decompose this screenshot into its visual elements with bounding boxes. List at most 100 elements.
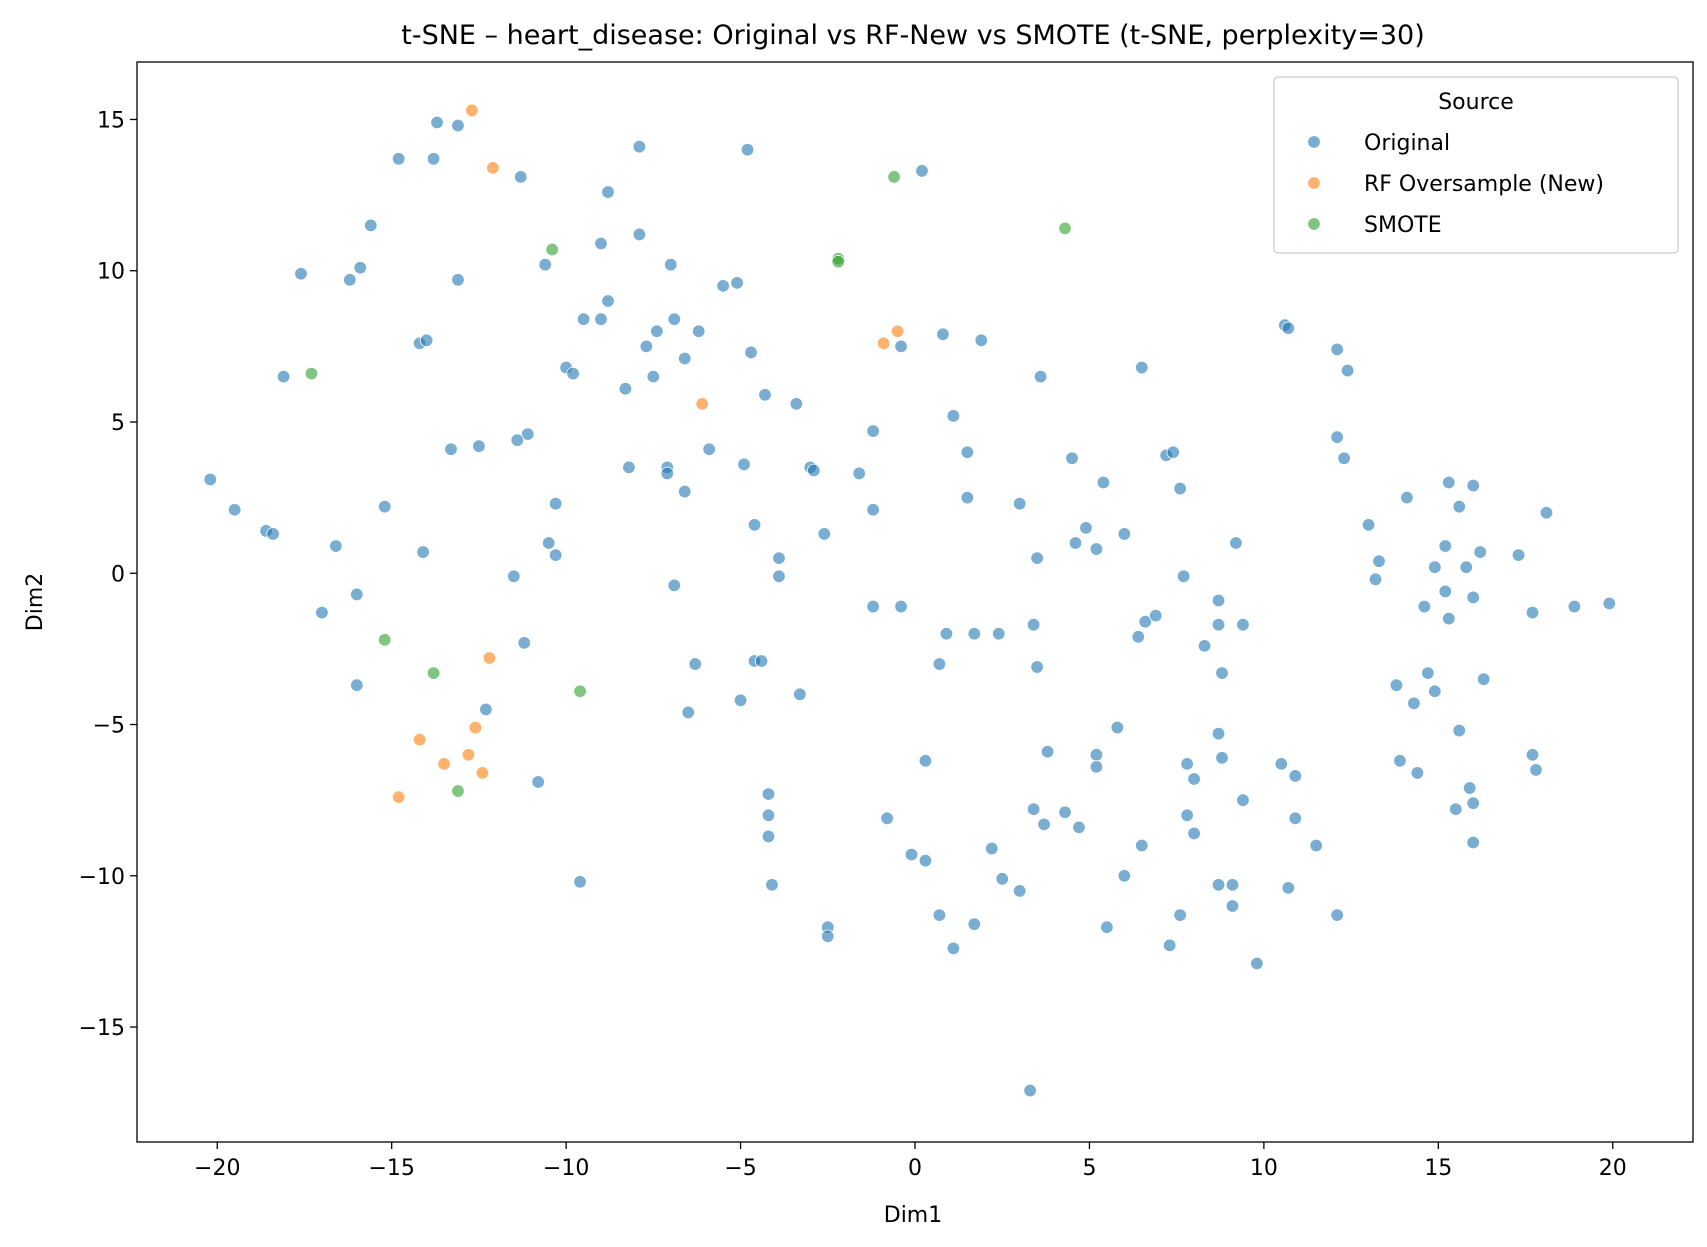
point-original xyxy=(664,257,678,272)
point-original xyxy=(350,678,364,692)
legend-label-rf-oversample-new: RF Oversample (New) xyxy=(1364,172,1604,197)
point-original xyxy=(1197,639,1212,653)
point-original xyxy=(1449,802,1463,816)
x-tick-label: −5 xyxy=(724,1156,756,1181)
point-original xyxy=(1288,769,1302,783)
point-original xyxy=(1180,757,1194,771)
point-original xyxy=(350,587,364,602)
point-original xyxy=(744,345,758,360)
point-original xyxy=(1065,451,1079,466)
point-original xyxy=(1110,720,1125,735)
point-original xyxy=(1236,617,1250,632)
point-rf-oversample-new xyxy=(475,766,490,780)
point-smote xyxy=(887,170,901,184)
point-original xyxy=(541,536,556,550)
point-smote xyxy=(831,254,845,269)
point-original xyxy=(1417,599,1432,614)
point-original xyxy=(1138,614,1152,629)
point-original xyxy=(203,472,217,487)
point-rf-oversample-new xyxy=(695,397,709,411)
point-original xyxy=(353,261,367,275)
point-original xyxy=(1089,748,1104,762)
point-original xyxy=(618,382,633,396)
point-original xyxy=(1466,590,1480,605)
point-rf-oversample-new xyxy=(391,790,406,804)
point-original xyxy=(765,878,779,892)
point-original xyxy=(1211,726,1226,741)
point-original xyxy=(1037,817,1051,832)
point-original xyxy=(960,490,975,505)
point-original xyxy=(974,333,988,348)
point-original xyxy=(650,324,664,338)
point-original xyxy=(678,351,692,366)
point-original xyxy=(1452,723,1466,738)
point-original xyxy=(1389,678,1404,692)
point-original xyxy=(531,775,545,789)
point-original xyxy=(1330,908,1344,922)
point-original xyxy=(632,227,647,242)
y-tick-label: −5 xyxy=(93,714,125,739)
point-original xyxy=(514,170,528,184)
point-original xyxy=(1428,560,1442,574)
x-tick-label: 20 xyxy=(1599,1156,1627,1181)
point-original xyxy=(716,279,730,293)
point-original xyxy=(939,627,954,641)
y-axis-label: Dim2 xyxy=(23,573,48,631)
point-original xyxy=(678,484,692,499)
point-original xyxy=(573,875,587,889)
point-original xyxy=(329,539,343,553)
point-original xyxy=(416,545,430,559)
point-original xyxy=(444,442,458,456)
point-original xyxy=(1421,666,1435,680)
point-original xyxy=(758,388,772,402)
point-original xyxy=(702,442,716,456)
point-original xyxy=(1215,751,1229,765)
point-original xyxy=(594,312,608,326)
y-tick-label: 5 xyxy=(111,411,125,436)
point-original xyxy=(510,433,524,447)
point-original xyxy=(364,218,378,233)
point-original xyxy=(866,599,880,614)
point-original xyxy=(960,445,975,459)
point-original xyxy=(1442,611,1456,626)
point-original xyxy=(761,829,776,844)
point-original xyxy=(737,457,751,472)
point-original xyxy=(646,369,661,384)
point-original xyxy=(1012,884,1027,898)
point-rf-oversample-new xyxy=(437,757,451,771)
point-original xyxy=(391,152,406,166)
point-original xyxy=(521,427,535,441)
point-original xyxy=(691,324,706,338)
point-original xyxy=(754,654,769,668)
point-original xyxy=(227,503,242,517)
point-smote xyxy=(573,684,587,698)
point-original xyxy=(1225,878,1240,892)
point-original xyxy=(622,460,636,475)
point-original xyxy=(688,657,702,671)
point-original xyxy=(1040,745,1055,759)
point-original xyxy=(294,267,308,281)
point-original xyxy=(918,853,933,868)
point-original xyxy=(548,496,563,511)
y-tick-label: −15 xyxy=(79,1016,125,1041)
point-original xyxy=(1225,899,1240,913)
point-original xyxy=(1176,569,1191,583)
point-original xyxy=(1511,548,1526,562)
point-original xyxy=(548,548,563,562)
point-original xyxy=(1525,605,1540,620)
point-original xyxy=(1330,430,1344,444)
point-original xyxy=(1438,539,1452,553)
y-tick-label: 10 xyxy=(97,260,125,285)
point-original xyxy=(1149,608,1163,623)
point-original xyxy=(667,312,681,326)
point-original xyxy=(995,872,1009,886)
point-original xyxy=(1309,838,1323,853)
point-original xyxy=(1525,748,1540,762)
point-original xyxy=(1438,584,1452,599)
point-original xyxy=(507,569,521,583)
point-original xyxy=(1372,554,1386,568)
point-original xyxy=(601,185,615,199)
point-original xyxy=(1117,869,1132,883)
point-original xyxy=(1466,478,1480,493)
